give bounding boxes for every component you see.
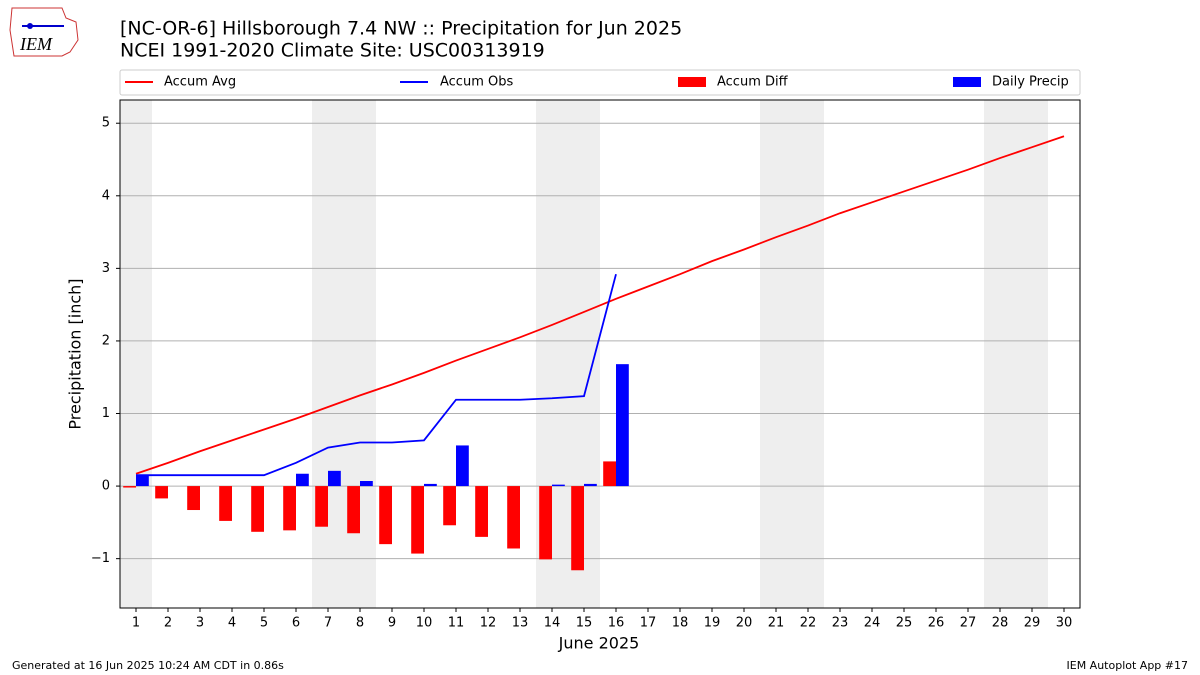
x-tick-label: 12 <box>480 616 497 631</box>
bar <box>251 486 264 532</box>
y-tick-label: 5 <box>102 116 110 131</box>
x-tick-label: 21 <box>768 616 785 631</box>
bar <box>571 486 584 571</box>
y-tick-label: −1 <box>91 551 110 566</box>
bar <box>296 473 309 487</box>
weekend-band <box>760 100 824 608</box>
legend-label: Daily Precip <box>992 75 1069 90</box>
logo-icon <box>27 23 33 29</box>
y-tick-label: 4 <box>102 188 110 203</box>
y-tick-label: 3 <box>102 261 110 276</box>
bar <box>552 484 565 487</box>
x-tick-label: 5 <box>260 616 268 631</box>
legend-label: Accum Diff <box>717 75 789 90</box>
bar <box>328 470 341 487</box>
x-tick-label: 6 <box>292 616 300 631</box>
bar <box>136 475 149 487</box>
footer-right: IEM Autoplot App #17 <box>1067 659 1189 672</box>
y-tick-label: 0 <box>102 479 110 494</box>
x-axis-label: June 2025 <box>558 634 640 653</box>
y-tick-label: 1 <box>102 406 110 421</box>
x-tick-label: 14 <box>544 616 561 631</box>
bar <box>379 486 392 545</box>
bar <box>315 486 328 527</box>
x-tick-label: 2 <box>164 616 172 631</box>
bar <box>187 486 200 511</box>
chart-title: [NC-OR-6] Hillsborough 7.4 NW :: Precipi… <box>120 18 682 40</box>
y-axis-label: Precipitation [inch] <box>66 278 85 429</box>
x-tick-label: 3 <box>196 616 204 631</box>
logo-outline <box>9 7 79 57</box>
bar <box>443 486 456 526</box>
y-tick-label: 2 <box>102 333 110 348</box>
bar <box>219 486 232 521</box>
bar <box>456 445 469 487</box>
line <box>135 135 1065 475</box>
bar <box>475 486 488 537</box>
plot-frame <box>119 99 1081 609</box>
x-tick-label: 20 <box>736 616 753 631</box>
x-tick-label: 7 <box>324 616 332 631</box>
x-tick-label: 19 <box>704 616 721 631</box>
bar <box>155 486 168 499</box>
logo: IEM <box>9 7 79 57</box>
legend-label: Accum Avg <box>164 75 236 90</box>
x-tick-label: 9 <box>388 616 396 631</box>
x-tick-label: 22 <box>800 616 817 631</box>
x-tick-label: 17 <box>640 616 657 631</box>
x-tick-label: 28 <box>992 616 1009 631</box>
x-tick-label: 27 <box>960 616 977 631</box>
bar <box>360 481 373 487</box>
weekend-band <box>120 100 152 608</box>
bar <box>507 486 520 549</box>
bar <box>123 486 136 488</box>
legend-swatch <box>678 77 706 87</box>
x-tick-label: 4 <box>228 616 236 631</box>
bar <box>424 483 437 487</box>
x-tick-label: 23 <box>832 616 849 631</box>
weekend-band <box>312 100 376 608</box>
footer-left: Generated at 16 Jun 2025 10:24 AM CDT in… <box>12 659 284 672</box>
legend-swatch <box>953 77 981 87</box>
x-tick-label: 25 <box>896 616 913 631</box>
x-tick-label: 1 <box>132 616 140 631</box>
bar <box>283 486 296 531</box>
x-tick-label: 18 <box>672 616 689 631</box>
chart-subtitle: NCEI 1991-2020 Climate Site: USC00313919 <box>120 40 545 62</box>
legend-box <box>119 69 1081 96</box>
x-tick-label: 24 <box>864 616 881 631</box>
x-tick-label: 8 <box>356 616 364 631</box>
legend-label: Accum Obs <box>440 75 513 90</box>
x-tick-label: 11 <box>448 616 465 631</box>
x-tick-label: 30 <box>1056 616 1073 631</box>
x-tick-label: 16 <box>608 616 625 631</box>
bar <box>584 483 597 487</box>
bar <box>347 486 360 534</box>
bar <box>603 461 616 487</box>
x-tick-label: 15 <box>576 616 593 631</box>
logo-text: IEM <box>19 34 53 54</box>
line <box>136 273 617 477</box>
bar <box>539 486 552 560</box>
x-tick-label: 29 <box>1024 616 1041 631</box>
bar <box>411 486 424 554</box>
bar <box>616 364 629 487</box>
x-tick-label: 13 <box>512 616 529 631</box>
weekend-band <box>984 100 1048 608</box>
x-tick-label: 26 <box>928 616 945 631</box>
x-tick-label: 10 <box>416 616 433 631</box>
